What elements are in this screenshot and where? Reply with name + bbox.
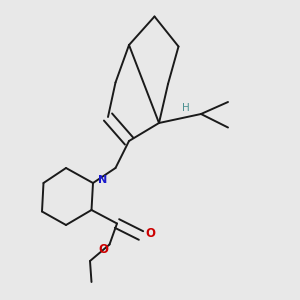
Text: O: O — [98, 243, 109, 256]
Text: N: N — [98, 175, 107, 185]
Text: O: O — [145, 226, 155, 240]
Text: H: H — [182, 103, 190, 113]
